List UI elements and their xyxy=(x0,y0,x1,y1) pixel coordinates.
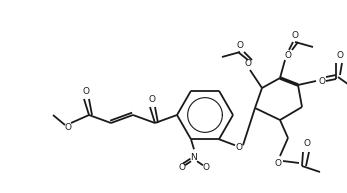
Text: O: O xyxy=(236,143,243,152)
Text: O: O xyxy=(319,76,325,85)
Text: O: O xyxy=(237,41,244,49)
Text: O: O xyxy=(83,87,90,96)
Text: O: O xyxy=(285,51,291,59)
Text: O: O xyxy=(149,96,155,104)
Text: O: O xyxy=(304,140,311,148)
Text: O: O xyxy=(245,59,252,69)
Text: O: O xyxy=(65,123,71,131)
Text: O: O xyxy=(337,51,344,59)
Text: N: N xyxy=(191,153,197,162)
Text: O: O xyxy=(274,158,281,168)
Text: O: O xyxy=(178,163,186,172)
Text: O: O xyxy=(291,30,298,40)
Text: O: O xyxy=(203,163,210,172)
